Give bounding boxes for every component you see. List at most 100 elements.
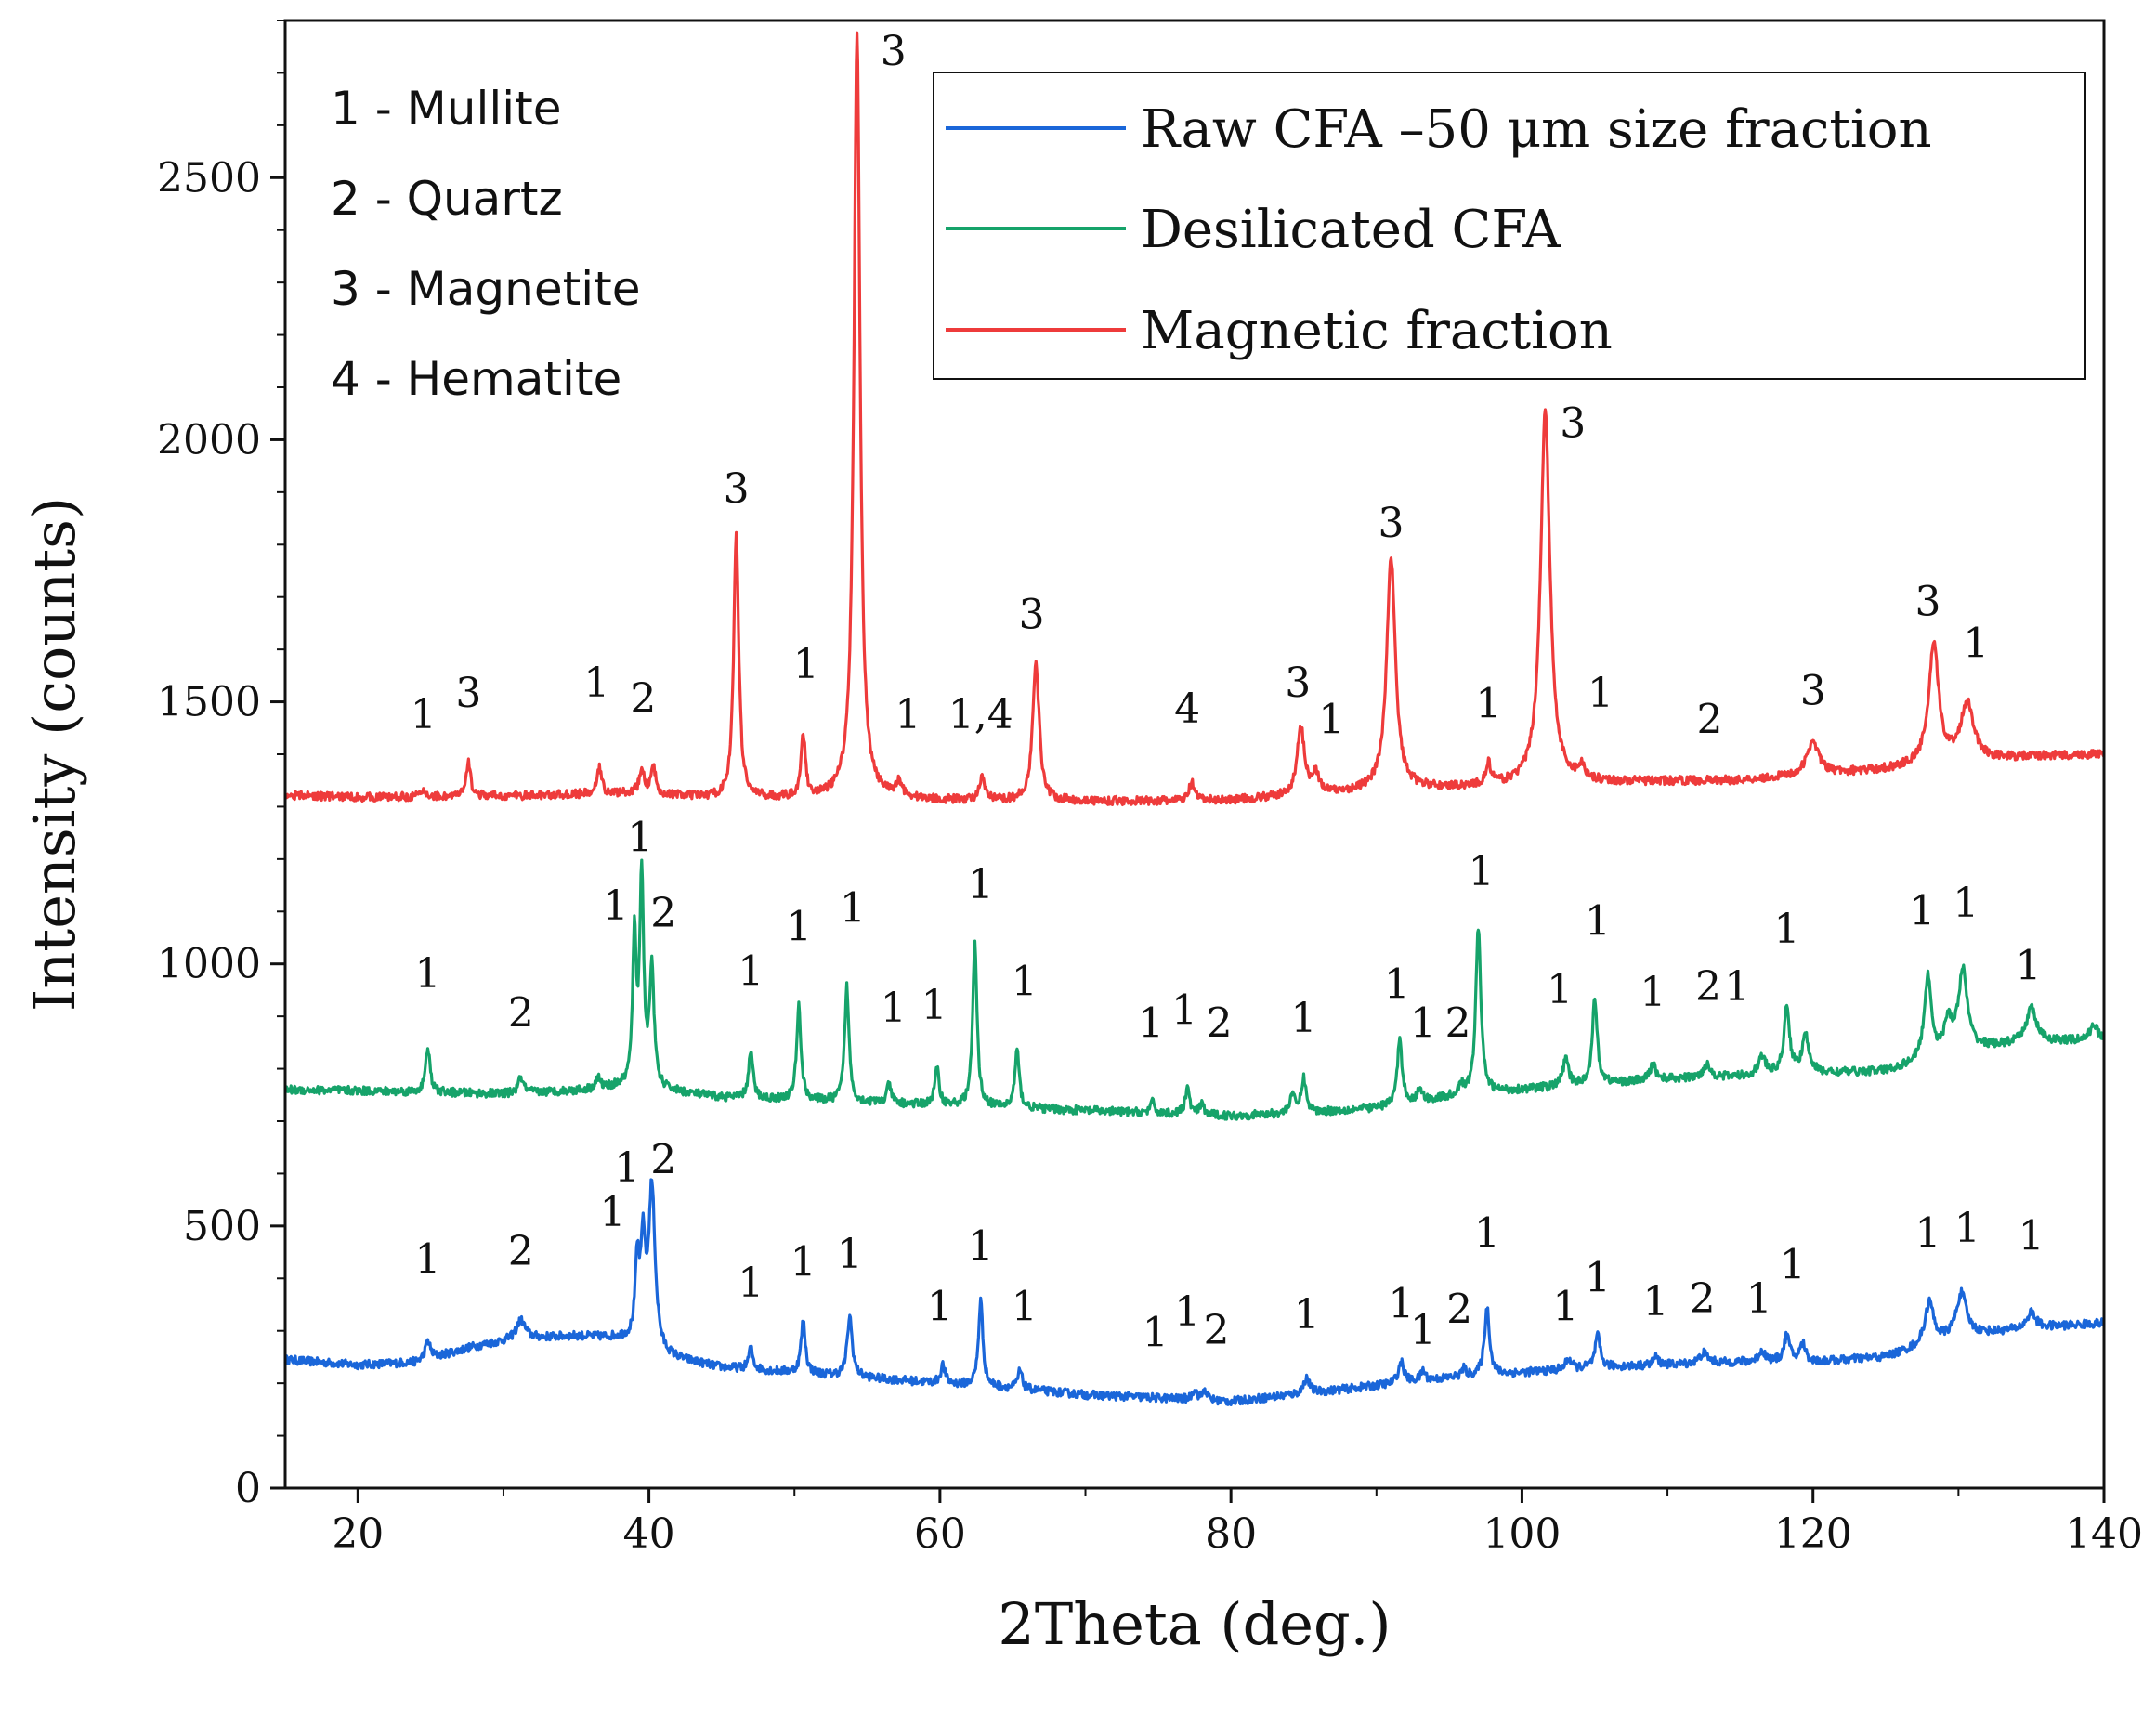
peak-label: 1 xyxy=(895,691,921,738)
peak-label: 3 xyxy=(1378,500,1404,547)
peak-label: 1 xyxy=(1953,880,1979,927)
phase-key-magnetite: 3 - Magnetite xyxy=(331,262,640,316)
y-tick-label: 2500 xyxy=(157,154,261,202)
peak-label: 1 xyxy=(968,1223,994,1271)
peak-label: 1 xyxy=(791,1238,817,1286)
peak-label: 1 xyxy=(1290,995,1316,1042)
peak-label: 1 xyxy=(927,1283,953,1330)
x-tick-label: 40 xyxy=(623,1510,675,1558)
y-tick-label: 500 xyxy=(183,1203,261,1250)
peak-label: 2 xyxy=(1446,1286,1472,1333)
peak-label: 3 xyxy=(1914,578,1940,625)
y-axis-title: Intensity (counts) xyxy=(20,497,88,1012)
x-tick-label: 80 xyxy=(1205,1510,1257,1558)
peak-label: 3 xyxy=(1560,400,1586,448)
peak-label: 1 xyxy=(415,1236,441,1284)
peak-label: 2 xyxy=(508,989,534,1037)
series-layer xyxy=(283,31,2106,1406)
peak-label: 1 xyxy=(1963,620,1989,668)
peak-label: 1 xyxy=(1774,906,1800,953)
x-tick-label: 100 xyxy=(1483,1510,1561,1558)
peak-label: 3 xyxy=(881,28,907,75)
peak-label: 1 xyxy=(921,982,947,1029)
peak-label: 1 xyxy=(1318,696,1344,743)
peak-label: 2 xyxy=(1695,963,1721,1011)
peak-label: 2 xyxy=(650,890,676,937)
phase-key-quartz: 2 - Quartz xyxy=(331,172,563,226)
peak-label: 1 xyxy=(1780,1241,1806,1288)
axis-layer: 20 40 60 80 100 120 140 0 500 1000 1500 2000 2500 xyxy=(157,20,2143,1558)
peak-label: 2 xyxy=(650,1136,676,1183)
peak-label: 1 xyxy=(1954,1205,1980,1252)
peak-label: 1 xyxy=(411,691,437,738)
peak-label: 1 xyxy=(1469,848,1495,895)
peak-label: 1 xyxy=(1552,1283,1578,1330)
peak-label: 1 xyxy=(1294,1291,1320,1339)
y-tick-label: 0 xyxy=(235,1465,261,1512)
peak-label: 1 xyxy=(840,885,866,933)
y-tick-label: 1500 xyxy=(157,679,261,726)
y-tick-label: 1000 xyxy=(157,941,261,988)
peak-label: 2 xyxy=(508,1228,534,1275)
peak-label: 2 xyxy=(630,675,656,723)
x-tick-label: 140 xyxy=(2065,1510,2143,1558)
peak-label: 2 xyxy=(1203,1307,1229,1354)
peak-label: 1 xyxy=(1746,1275,1772,1323)
peak-label: 3 xyxy=(455,670,481,717)
peak-label: 1 xyxy=(1410,1000,1436,1048)
peak-label: 1,4 xyxy=(948,691,1013,738)
series-magnetic-fraction-line xyxy=(284,31,2106,806)
peak-label: 1 xyxy=(614,1144,640,1192)
peak-label: 4 xyxy=(1174,686,1200,733)
series-raw-cfa-line xyxy=(283,1178,2106,1406)
peak-label: 1 xyxy=(1588,670,1614,717)
peak-label: 1 xyxy=(415,950,441,998)
peak-label: 1 xyxy=(1643,1278,1669,1326)
peak-label: 1 xyxy=(1475,681,1501,728)
peak-label: 1 xyxy=(1547,966,1573,1013)
peak-label: 1 xyxy=(1585,898,1611,946)
peak-label: 3 xyxy=(1285,660,1311,707)
peak-label: 1 xyxy=(1012,1283,1038,1330)
peak-label: 2 xyxy=(1445,1000,1471,1048)
peak-label: 1 xyxy=(2016,943,2042,990)
peak-label: 2 xyxy=(1207,1000,1233,1048)
peak-label: 1 xyxy=(627,814,653,861)
peak-label: 1 xyxy=(793,641,819,688)
peak-label: 1 xyxy=(2019,1212,2045,1260)
peak-label: 1 xyxy=(1474,1209,1500,1257)
peak-label: 1 xyxy=(1410,1307,1436,1354)
peak-label: 1 xyxy=(1914,1209,1940,1257)
peak-label: 1 xyxy=(837,1231,863,1278)
peak-label: 1 xyxy=(1174,1288,1200,1336)
x-tick-label: 60 xyxy=(914,1510,966,1558)
legend-label-magnetic-fraction: Magnetic fraction xyxy=(1141,301,1613,361)
peak-label: 2 xyxy=(1697,696,1723,743)
peak-label: 1 xyxy=(1384,960,1410,1008)
x-axis-title: 2Theta (deg.) xyxy=(998,1590,1391,1658)
x-tick-label: 120 xyxy=(1774,1510,1852,1558)
peak-label: 1 xyxy=(603,882,629,930)
phase-key: 1 - Mullite 2 - Quartz 3 - Magnetite 4 -… xyxy=(331,82,640,406)
x-tick-label: 20 xyxy=(332,1510,384,1558)
peak-label: 3 xyxy=(724,465,750,513)
legend-label-desilicated-cfa: Desilicated CFA xyxy=(1141,200,1561,260)
peak-label: 1 xyxy=(599,1189,625,1236)
peak-label: 1 xyxy=(881,985,907,1032)
peak-label: 1 xyxy=(1724,963,1750,1011)
peak-label: 1 xyxy=(1171,987,1197,1035)
peak-label: 3 xyxy=(1800,667,1826,714)
peak-label: 1 xyxy=(1138,1000,1164,1048)
peak-label: 1 xyxy=(738,1260,764,1307)
peak-label: 2 xyxy=(1690,1275,1716,1323)
peak-label: 1 xyxy=(1640,969,1666,1016)
legend: Raw CFA –50 μm size fraction Desilicated… xyxy=(933,72,2086,380)
phase-key-hematite: 4 - Hematite xyxy=(331,352,621,406)
peak-label: 1 xyxy=(1388,1281,1414,1328)
peak-label: 1 xyxy=(786,903,812,950)
y-tick-label: 2000 xyxy=(157,416,261,464)
series-desilicated-cfa-line xyxy=(283,858,2106,1121)
peak-label: 1 xyxy=(1909,887,1935,934)
